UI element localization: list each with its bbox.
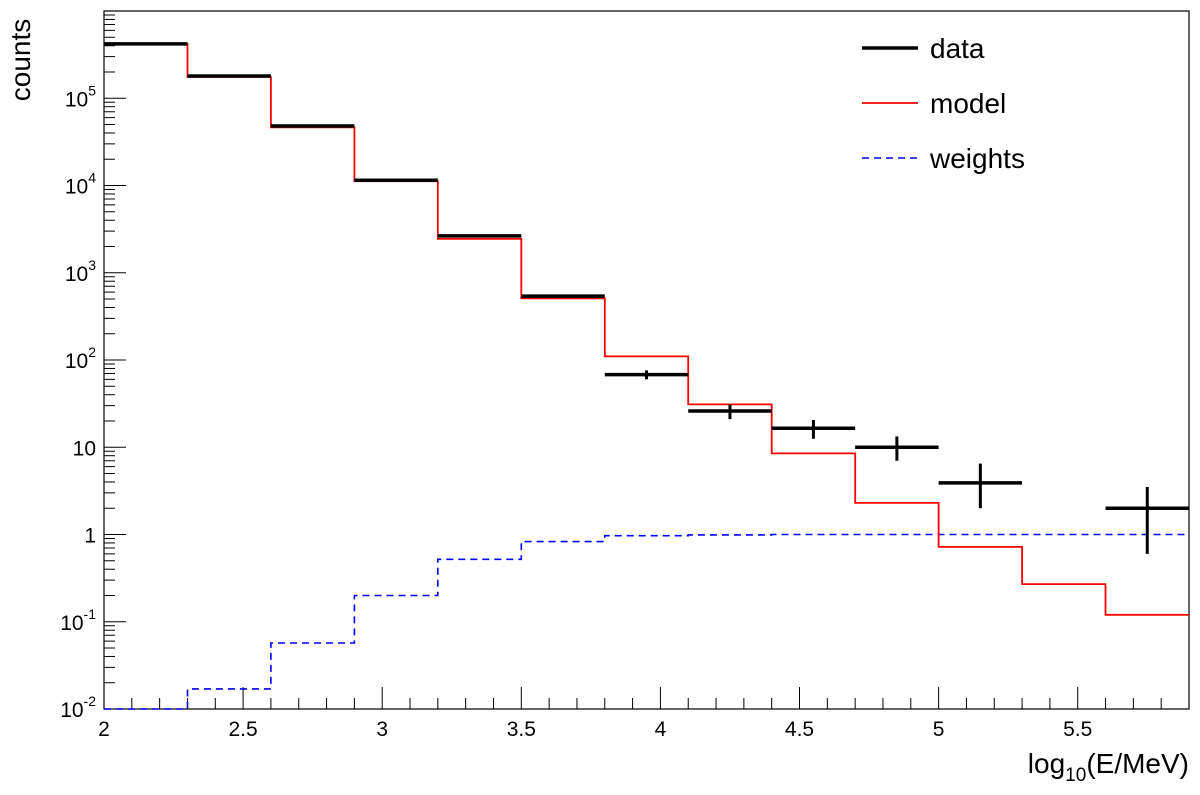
legend-label-model: model	[930, 88, 1006, 119]
y-tick-label-base: 10	[65, 263, 88, 286]
x-tick-label: 2	[98, 718, 110, 741]
y-axis-label: counts	[5, 19, 36, 102]
data-point	[855, 436, 939, 461]
x-axis-label: log10(E/MeV)	[1028, 748, 1189, 786]
data-point	[938, 463, 1023, 509]
weights-step-line	[104, 533, 1189, 710]
y-tick-label-exponent: 4	[88, 170, 96, 186]
x-tick-label: 3	[376, 718, 388, 741]
y-tick-label-base: 10	[60, 612, 83, 635]
x-tick-labels: 2 2.5 3 3.5 4 4.5 5 5.5	[98, 718, 1092, 741]
x-tick-label: 4.5	[785, 718, 814, 741]
data-point	[1105, 487, 1189, 554]
x-axis-label-subscript: 10	[1065, 765, 1086, 786]
y-tick-label-exponent: -1	[84, 606, 97, 622]
data-point	[771, 420, 856, 439]
y-tick-label-base: 1	[84, 525, 96, 548]
y-tick-label: 10-2	[60, 693, 96, 722]
y-tick-label: 102	[65, 344, 96, 373]
y-tick-label: 105	[65, 82, 96, 111]
y-tick-label-base: 10	[65, 88, 88, 111]
data-point	[604, 370, 689, 380]
y-tick-label: 10-1	[60, 606, 96, 635]
x-tick-label: 5	[933, 718, 945, 741]
y-tick-label: 1	[84, 525, 96, 548]
y-tick-label-exponent: 5	[88, 82, 96, 98]
legend-label-weights: weights	[929, 143, 1025, 174]
x-tick-label: 2.5	[229, 718, 258, 741]
weights-series	[104, 533, 1189, 710]
legend-label-data: data	[930, 33, 985, 64]
data-point	[688, 404, 772, 420]
y-tick-label-base: 10	[73, 437, 96, 460]
y-tick-label-base: 10	[65, 176, 88, 199]
y-minor-ticks	[104, 14, 115, 684]
y-tick-label-exponent: 2	[88, 344, 96, 360]
y-tick-label-base: 10	[60, 699, 83, 722]
x-axis-label-rest: (E/MeV)	[1086, 748, 1189, 779]
x-axis-label-base: log	[1028, 748, 1065, 779]
y-tick-label-exponent: 3	[88, 257, 96, 273]
y-tick-label: 104	[65, 170, 96, 199]
x-tick-label: 5.5	[1063, 718, 1092, 741]
y-tick-label-base: 10	[65, 350, 88, 373]
x-tick-label: 3.5	[507, 718, 536, 741]
legend: data model weights	[862, 33, 1025, 174]
x-tick-label: 4	[655, 718, 667, 741]
y-tick-label: 10	[73, 437, 96, 460]
data-series	[104, 42, 1189, 554]
y-tick-label-exponent: -2	[84, 693, 97, 709]
y-tick-label: 103	[65, 257, 96, 286]
